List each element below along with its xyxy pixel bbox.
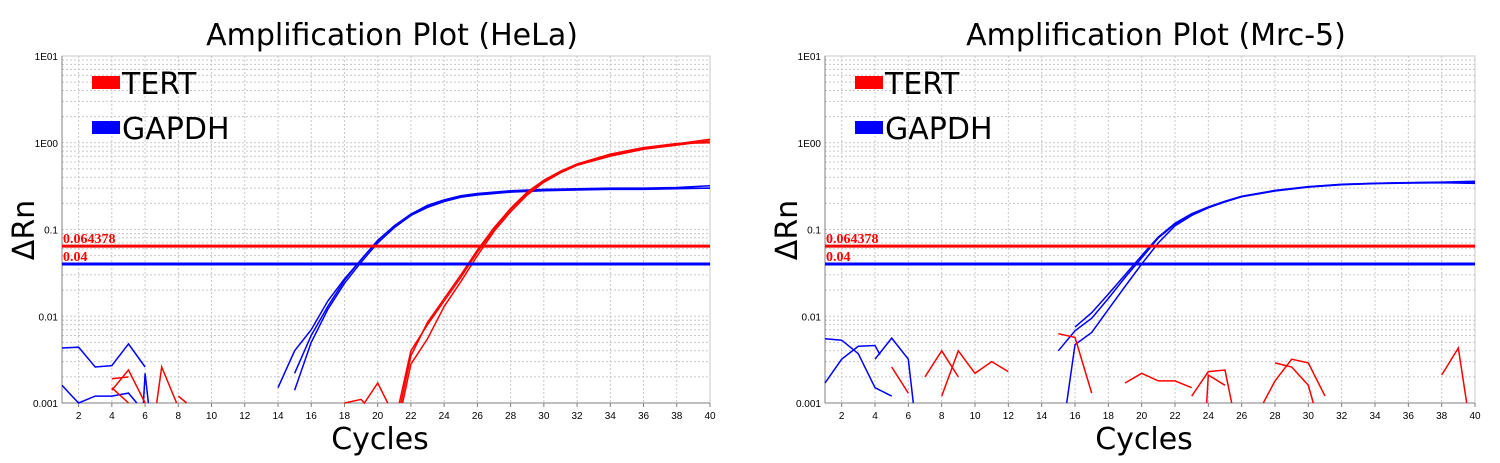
y-tick-label: 1E01 bbox=[35, 52, 59, 63]
x-tick-label: 4 bbox=[872, 411, 878, 422]
series-line-gapdh bbox=[1065, 182, 1476, 404]
series-line-tert bbox=[1058, 332, 1093, 394]
legend-label: GAPDH bbox=[122, 112, 230, 147]
series-line-tert bbox=[1191, 369, 1233, 404]
x-tick-label: 40 bbox=[704, 411, 716, 422]
x-tick-label: 4 bbox=[109, 411, 115, 422]
x-tick-label: 24 bbox=[439, 411, 451, 422]
x-tick-label: 30 bbox=[1303, 411, 1315, 422]
x-tick-label: 18 bbox=[339, 411, 351, 422]
series-line-tert bbox=[398, 138, 711, 404]
series-line-tert bbox=[401, 140, 711, 404]
series-line-tert bbox=[940, 349, 1009, 397]
x-tick-label: 10 bbox=[206, 411, 218, 422]
x-tick-label: 30 bbox=[538, 411, 550, 422]
x-tick-label: 18 bbox=[1103, 411, 1115, 422]
y-tick-label: 0.1 bbox=[807, 226, 821, 237]
series-line-gapdh bbox=[142, 373, 150, 404]
series-line-gapdh bbox=[61, 384, 138, 404]
threshold-label: 0.04 bbox=[63, 250, 88, 265]
x-tick-label: 32 bbox=[1336, 411, 1348, 422]
series-line-gapdh bbox=[1057, 181, 1475, 352]
x-tick-label: 36 bbox=[638, 411, 650, 422]
y-tick-label: 0.001 bbox=[33, 399, 58, 410]
series-line-tert bbox=[111, 387, 130, 404]
threshold-label: 0.064378 bbox=[63, 232, 116, 247]
x-tick-label: 2 bbox=[76, 411, 82, 422]
x-tick-label: 16 bbox=[306, 411, 318, 422]
y-tick-label: 0.1 bbox=[44, 226, 58, 237]
y-tick-label: 0.01 bbox=[802, 312, 822, 323]
y-tick-label: 0.01 bbox=[39, 312, 59, 323]
series-line-gapdh bbox=[293, 187, 710, 374]
x-tick-label: 14 bbox=[1036, 411, 1048, 422]
x-tick-label: 8 bbox=[939, 411, 945, 422]
series-line-gapdh bbox=[874, 336, 915, 404]
x-tick-label: 36 bbox=[1403, 411, 1415, 422]
legend-swatch-gapdh bbox=[855, 121, 883, 134]
legend-label: GAPDH bbox=[885, 112, 993, 147]
x-tick-label: 20 bbox=[372, 411, 384, 422]
y-axis-label: ΔRn bbox=[7, 200, 42, 260]
x-tick-label: 2 bbox=[839, 411, 845, 422]
threshold-label: 0.04 bbox=[826, 250, 851, 265]
x-tick-label: 6 bbox=[142, 411, 148, 422]
series-line-tert bbox=[1274, 362, 1315, 404]
legend-swatch-gapdh bbox=[92, 121, 120, 134]
chart-0: 2 4 6 8 10 12 14 16 18 20 22 24 26 28 30 32 34 36 38 401E01… bbox=[7, 18, 716, 457]
series-line-tert bbox=[1124, 372, 1192, 389]
chart-1: 2 4 6 8 10 12 14 16 18 20 22 24 26 28 30 32 34 36 38 401E01… bbox=[770, 18, 1481, 457]
y-tick-label: 1E00 bbox=[798, 139, 822, 150]
x-tick-label: 16 bbox=[1069, 411, 1081, 422]
legend-swatch-tert bbox=[92, 76, 120, 89]
y-axis-label: ΔRn bbox=[770, 200, 805, 260]
legend-label: TERT bbox=[121, 67, 197, 102]
y-tick-label: 0.001 bbox=[796, 399, 821, 410]
x-tick-label: 40 bbox=[1469, 411, 1481, 422]
x-tick-label: 34 bbox=[1369, 411, 1381, 422]
x-tick-label: 26 bbox=[472, 411, 484, 422]
series-line-tert bbox=[924, 349, 959, 378]
legend-label: TERT bbox=[884, 67, 960, 102]
x-axis-label: Cycles bbox=[331, 422, 429, 457]
x-tick-label: 22 bbox=[405, 411, 417, 422]
series-line-tert bbox=[111, 368, 146, 404]
series-line-tert bbox=[400, 142, 711, 404]
x-tick-label: 34 bbox=[605, 411, 617, 422]
threshold-label: 0.064378 bbox=[826, 232, 879, 247]
x-axis-label: Cycles bbox=[1095, 422, 1193, 457]
chart-title: Amplification Plot (Mrc-5) bbox=[966, 18, 1346, 53]
x-tick-label: 12 bbox=[1003, 411, 1015, 422]
series-line-gapdh bbox=[61, 342, 146, 368]
x-tick-label: 22 bbox=[1169, 411, 1181, 422]
x-tick-label: 28 bbox=[1269, 411, 1281, 422]
x-tick-label: 38 bbox=[671, 411, 683, 422]
x-tick-label: 38 bbox=[1436, 411, 1448, 422]
y-tick-label: 1E00 bbox=[35, 139, 59, 150]
series-line-tert bbox=[1205, 373, 1226, 404]
x-tick-label: 8 bbox=[176, 411, 182, 422]
series-line-tert bbox=[177, 395, 188, 404]
x-tick-label: 6 bbox=[906, 411, 912, 422]
x-tick-label: 20 bbox=[1136, 411, 1148, 422]
x-tick-label: 24 bbox=[1203, 411, 1215, 422]
y-tick-label: 1E01 bbox=[798, 52, 822, 63]
x-tick-label: 14 bbox=[272, 411, 284, 422]
legend-swatch-tert bbox=[855, 76, 883, 89]
x-tick-label: 32 bbox=[572, 411, 584, 422]
series-line-tert bbox=[111, 376, 129, 380]
series-line-tert bbox=[1262, 358, 1326, 404]
series-line-tert bbox=[155, 364, 178, 404]
series-line-gapdh bbox=[824, 344, 881, 384]
x-tick-label: 26 bbox=[1236, 411, 1248, 422]
x-tick-label: 28 bbox=[505, 411, 517, 422]
chart-title: Amplification Plot (HeLa) bbox=[206, 18, 578, 53]
x-tick-label: 12 bbox=[239, 411, 251, 422]
series-line-tert bbox=[344, 381, 389, 405]
series-line-tert bbox=[1441, 345, 1468, 404]
series-line-tert bbox=[891, 366, 909, 394]
x-tick-label: 10 bbox=[969, 411, 981, 422]
series-line-gapdh bbox=[824, 338, 893, 397]
